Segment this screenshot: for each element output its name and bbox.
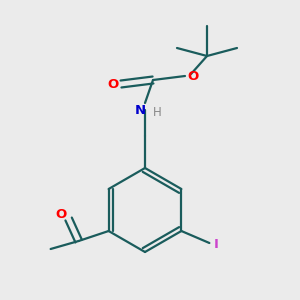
Text: O: O xyxy=(188,70,199,83)
Text: O: O xyxy=(107,77,118,91)
Text: H: H xyxy=(153,106,161,118)
Text: N: N xyxy=(134,103,146,116)
Text: O: O xyxy=(55,208,66,221)
Text: I: I xyxy=(214,238,219,251)
